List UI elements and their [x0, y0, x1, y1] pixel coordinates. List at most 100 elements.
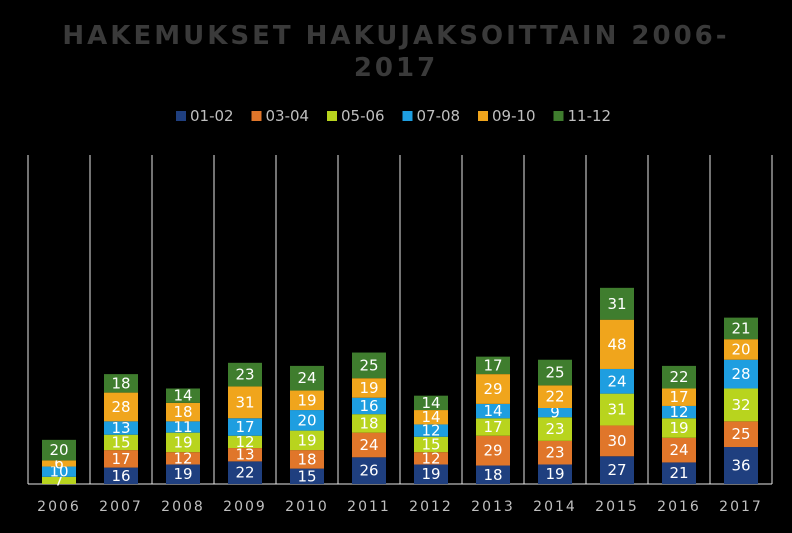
- bar-segment: [42, 439, 76, 461]
- legend-swatch: [176, 111, 186, 121]
- legend-swatch: [402, 111, 413, 121]
- data-label: 20: [731, 340, 750, 358]
- data-label: 12: [173, 449, 192, 467]
- bar-segment: [166, 452, 200, 465]
- data-label: 18: [359, 414, 378, 432]
- bar-segment: [600, 456, 634, 484]
- bar-segment: [600, 287, 634, 320]
- bar-segment: [228, 418, 262, 436]
- data-label: 19: [545, 465, 564, 483]
- data-label: 29: [483, 442, 502, 460]
- legend-item: 01-02: [176, 107, 234, 125]
- bar-segment: [414, 395, 448, 411]
- data-label: 19: [297, 391, 316, 409]
- bar-segment: [538, 440, 572, 465]
- data-label: 12: [669, 403, 688, 421]
- bar-segment: [476, 435, 510, 466]
- data-label: 19: [669, 419, 688, 437]
- data-label: 19: [421, 465, 440, 483]
- data-label: 18: [483, 466, 502, 484]
- data-label: 32: [731, 396, 750, 414]
- bar-segment: [42, 476, 76, 484]
- bar-segment: [600, 393, 634, 426]
- bar-segment: [538, 464, 572, 484]
- bar-stack: 27 30 31 24 48 31: [600, 287, 634, 484]
- data-label: 16: [111, 467, 130, 485]
- data-label: 23: [545, 420, 564, 438]
- data-label: 17: [483, 356, 502, 374]
- chart-title-line2: 2017: [354, 53, 438, 83]
- bar-segment: [352, 352, 386, 379]
- data-label: 12: [421, 422, 440, 440]
- data-label: 12: [235, 433, 254, 451]
- bar-segment: [414, 452, 448, 465]
- bar-segment: [600, 368, 634, 394]
- chart-title-line1: HAKEMUKSET HAKUJAKSOITTAIN 2006-: [62, 21, 729, 51]
- legend-item: 03-04: [251, 107, 310, 125]
- data-label: 27: [607, 461, 626, 479]
- bar-stack: 36 25 32 28 20 21: [724, 317, 758, 484]
- data-label: 30: [607, 432, 626, 450]
- x-tick-label: 2012: [409, 499, 453, 515]
- x-tick-label: 2014: [533, 499, 577, 515]
- bar-segment: [166, 388, 200, 403]
- bar-segment: [414, 424, 448, 437]
- data-label: 17: [669, 388, 688, 406]
- bar-segment: [662, 462, 696, 484]
- data-label: 25: [545, 364, 564, 382]
- data-label: 14: [421, 408, 440, 426]
- bar-segment: [166, 432, 200, 453]
- bar-segment: [414, 436, 448, 453]
- legend-item: 07-08: [402, 107, 460, 125]
- bars: 7106201617151328181912191118142213121731…: [42, 287, 758, 489]
- data-label: 16: [359, 397, 378, 415]
- bar-segment: [538, 408, 572, 418]
- data-label: 28: [731, 365, 750, 383]
- bar-segment: [724, 421, 758, 448]
- data-label: 48: [607, 335, 626, 353]
- data-label: 22: [235, 464, 254, 482]
- legend-label: 03-04: [266, 107, 310, 125]
- x-tick-label: 2008: [161, 499, 205, 515]
- x-axis-ticks: 2006 2007 2008 2009 2010 2011 2012 2013 2014 2015…: [37, 499, 761, 515]
- data-label: 6: [54, 454, 64, 472]
- bar-segment: [724, 447, 758, 484]
- data-label: 21: [731, 319, 750, 337]
- bar-segment: [290, 468, 324, 484]
- bar-segment: [724, 317, 758, 340]
- x-tick-label: 2013: [471, 499, 515, 515]
- bar-segment: [228, 386, 262, 419]
- data-label: 10: [49, 463, 68, 481]
- bar-segment: [290, 390, 324, 411]
- bar-segment: [104, 421, 138, 435]
- data-label: 15: [297, 467, 316, 485]
- bar-segment: [290, 430, 324, 451]
- data-label: 22: [669, 368, 688, 386]
- data-label: 17: [235, 418, 254, 436]
- bar-segment: [414, 410, 448, 425]
- legend-label: 11-12: [568, 107, 612, 125]
- legend-swatch: [327, 111, 337, 121]
- x-tick-label: 2010: [285, 499, 329, 515]
- data-label: 29: [483, 380, 502, 398]
- bar-segment: [662, 437, 696, 463]
- bar-segment: [724, 359, 758, 389]
- legend-item: 05-06: [327, 107, 385, 125]
- bar-segment: [352, 432, 386, 458]
- data-label: 25: [731, 425, 750, 443]
- bar-segment: [104, 392, 138, 422]
- bar-segment: [166, 421, 200, 433]
- data-label: 18: [111, 374, 130, 392]
- bar-segment: [600, 425, 634, 457]
- data-label: 20: [297, 411, 316, 429]
- bar-segment: [538, 359, 572, 386]
- bar-segment: [42, 460, 76, 467]
- data-label: 17: [111, 450, 130, 468]
